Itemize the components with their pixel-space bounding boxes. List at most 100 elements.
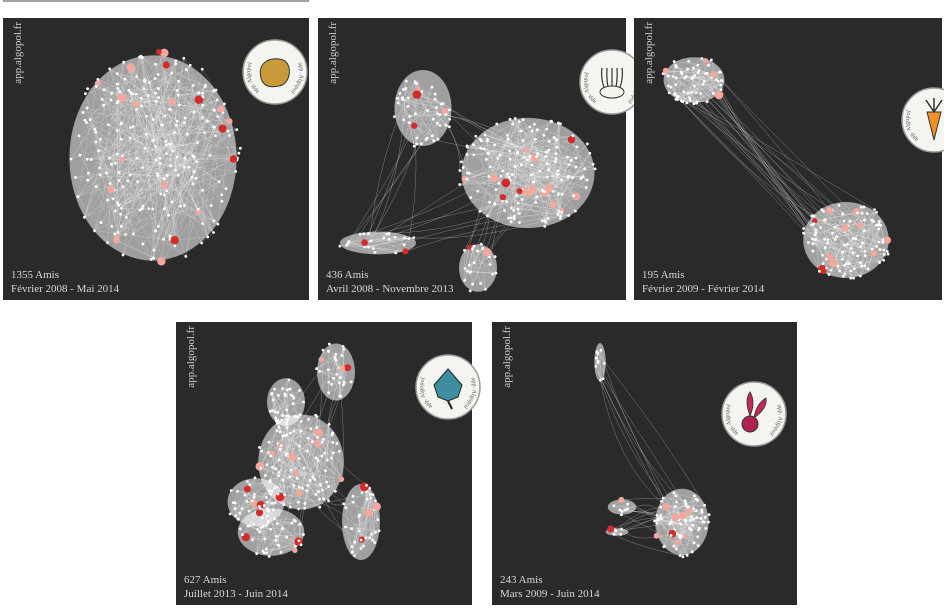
edge xyxy=(334,358,344,386)
node xyxy=(394,251,398,255)
edge xyxy=(253,480,271,498)
edge xyxy=(693,92,697,104)
edge xyxy=(133,68,185,168)
edge xyxy=(847,221,874,245)
node xyxy=(121,185,125,189)
edge xyxy=(839,253,889,272)
edge xyxy=(117,73,197,162)
edge xyxy=(529,126,588,145)
node xyxy=(843,243,846,247)
edge xyxy=(118,92,199,173)
node xyxy=(863,254,867,258)
edge xyxy=(832,209,845,221)
node xyxy=(156,86,160,90)
node xyxy=(341,383,345,387)
edge xyxy=(142,167,227,189)
edge xyxy=(467,145,528,160)
edge xyxy=(505,168,596,184)
edge xyxy=(595,366,693,553)
edge xyxy=(180,155,194,207)
node xyxy=(479,282,483,285)
edge xyxy=(79,79,145,156)
edge xyxy=(161,99,218,125)
edge xyxy=(115,62,124,211)
node xyxy=(94,85,98,88)
edge xyxy=(286,435,342,480)
cluster-glow xyxy=(394,70,452,146)
node xyxy=(435,121,439,125)
node xyxy=(266,500,269,504)
edge xyxy=(169,143,241,149)
edge xyxy=(696,80,722,103)
edge xyxy=(674,73,714,95)
node xyxy=(154,229,157,233)
watermark: app.algopol.fr xyxy=(12,22,24,84)
edge xyxy=(397,98,439,140)
edge xyxy=(331,357,336,385)
edge xyxy=(847,244,850,264)
edge xyxy=(242,511,258,535)
node xyxy=(513,117,517,120)
node xyxy=(236,489,239,493)
node xyxy=(342,347,346,351)
node xyxy=(183,165,186,169)
node xyxy=(817,269,821,273)
node xyxy=(510,173,514,176)
edge xyxy=(842,251,861,263)
node xyxy=(432,139,436,143)
node xyxy=(250,499,254,503)
edge xyxy=(279,431,343,479)
edge xyxy=(149,82,166,142)
node xyxy=(448,125,451,129)
edge xyxy=(548,141,577,197)
edge xyxy=(354,491,367,543)
edge xyxy=(259,531,295,551)
node xyxy=(823,237,826,241)
edge xyxy=(843,238,854,277)
node xyxy=(214,88,218,92)
edge xyxy=(548,123,561,170)
edge xyxy=(140,56,156,147)
node xyxy=(516,207,520,211)
node xyxy=(806,241,810,244)
edge xyxy=(711,77,823,256)
node xyxy=(107,185,115,194)
node xyxy=(248,483,252,487)
edge xyxy=(158,51,171,110)
edge xyxy=(813,223,879,243)
edge xyxy=(846,263,861,277)
node xyxy=(83,215,86,219)
node xyxy=(285,433,289,437)
edge xyxy=(320,484,336,492)
node xyxy=(478,209,482,213)
node xyxy=(412,144,416,148)
node xyxy=(300,486,304,490)
node xyxy=(267,489,271,492)
node xyxy=(885,250,889,253)
node xyxy=(350,527,354,531)
node xyxy=(277,471,281,474)
edge xyxy=(135,104,162,125)
node xyxy=(811,242,815,246)
edge xyxy=(345,507,360,531)
edge xyxy=(275,468,320,508)
edge xyxy=(276,390,300,422)
node xyxy=(559,214,563,218)
edge xyxy=(832,212,858,263)
node xyxy=(117,179,121,182)
edge xyxy=(77,86,97,197)
edge xyxy=(370,497,372,535)
edge xyxy=(507,135,573,175)
node xyxy=(364,536,368,540)
edge xyxy=(860,242,884,277)
edge xyxy=(279,449,299,509)
edge xyxy=(279,401,304,423)
edge xyxy=(366,485,379,520)
node xyxy=(672,491,676,495)
edge xyxy=(94,205,144,231)
cluster-glow xyxy=(267,378,305,426)
edge xyxy=(86,107,134,127)
edge xyxy=(77,60,177,197)
node xyxy=(229,489,233,492)
